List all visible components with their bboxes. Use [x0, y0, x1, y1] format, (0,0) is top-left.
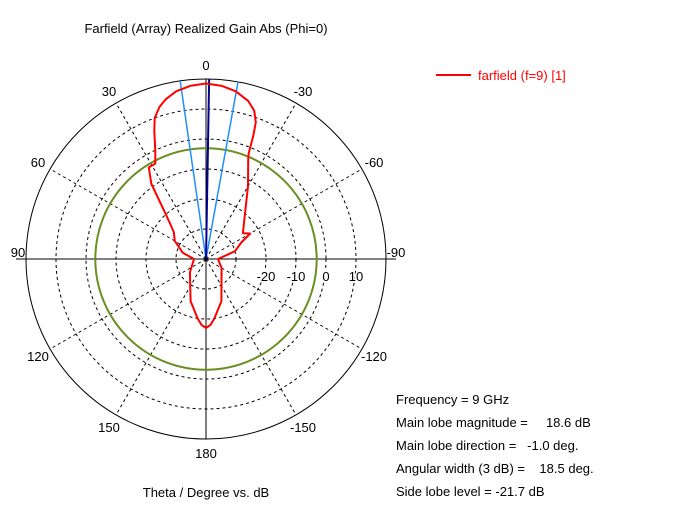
grid-spoke [49, 258, 207, 350]
beamwidth-line [205, 81, 239, 260]
angle-tick-label: 120 [27, 349, 49, 364]
chart-title: Farfield (Array) Realized Gain Abs (Phi=… [84, 21, 327, 36]
grid-spoke [205, 258, 297, 416]
angle-tick-label: 90 [11, 245, 25, 260]
legend-label: farfield (f=9) [1] [478, 68, 566, 83]
grid-spoke [205, 168, 363, 260]
main-lobe-direction-text: Main lobe direction = -1.0 deg. [396, 438, 579, 453]
beamwidth-line [179, 80, 207, 260]
radial-tick-labels: -20 -10 0 10 [255, 268, 365, 286]
legend: farfield (f=9) [1] [436, 68, 566, 83]
angle-tick-label: -60 [365, 155, 384, 170]
side-lobe-level-text: Side lobe level = -21.7 dB [396, 484, 545, 499]
side-lobe-level-circle [94, 147, 318, 371]
angle-tick-label: 180 [195, 446, 217, 461]
series-line [147, 82, 257, 329]
angle-tick-label: 60 [31, 155, 45, 170]
grid-spoke [115, 258, 207, 416]
chart-marks [94, 79, 318, 371]
angle-tick-label: 30 [102, 84, 116, 99]
main-lobe-direction-line [205, 79, 211, 260]
angle-tick-label: 0 [202, 58, 209, 73]
angle-tick-label: -150 [290, 420, 316, 435]
grid-spoke [115, 102, 207, 260]
angle-tick-label: -30 [294, 84, 313, 99]
radial-tick-label: -20 [257, 269, 276, 284]
angular-width-text: Angular width (3 dB) = 18.5 deg. [396, 461, 594, 476]
radial-tick-label: 10 [349, 269, 363, 284]
angle-tick-label: -120 [361, 349, 387, 364]
angle-tick-labels: 0 30 60 90 120 150 180 -30 -60 -90 -120 -150 [11, 58, 406, 461]
grid-spoke [205, 102, 297, 260]
grid-spoke [205, 258, 363, 350]
angle-tick-label: -90 [387, 245, 406, 260]
grid-spoke [49, 168, 207, 260]
radial-tick-label: -10 [287, 269, 306, 284]
frequency-text: Frequency = 9 GHz [396, 392, 510, 407]
angle-tick-label: 150 [98, 420, 120, 435]
radial-tick-label: 0 [322, 269, 329, 284]
x-axis-label: Theta / Degree vs. dB [143, 485, 269, 500]
main-lobe-magnitude-text: Main lobe magnitude = 18.6 dB [396, 415, 591, 430]
